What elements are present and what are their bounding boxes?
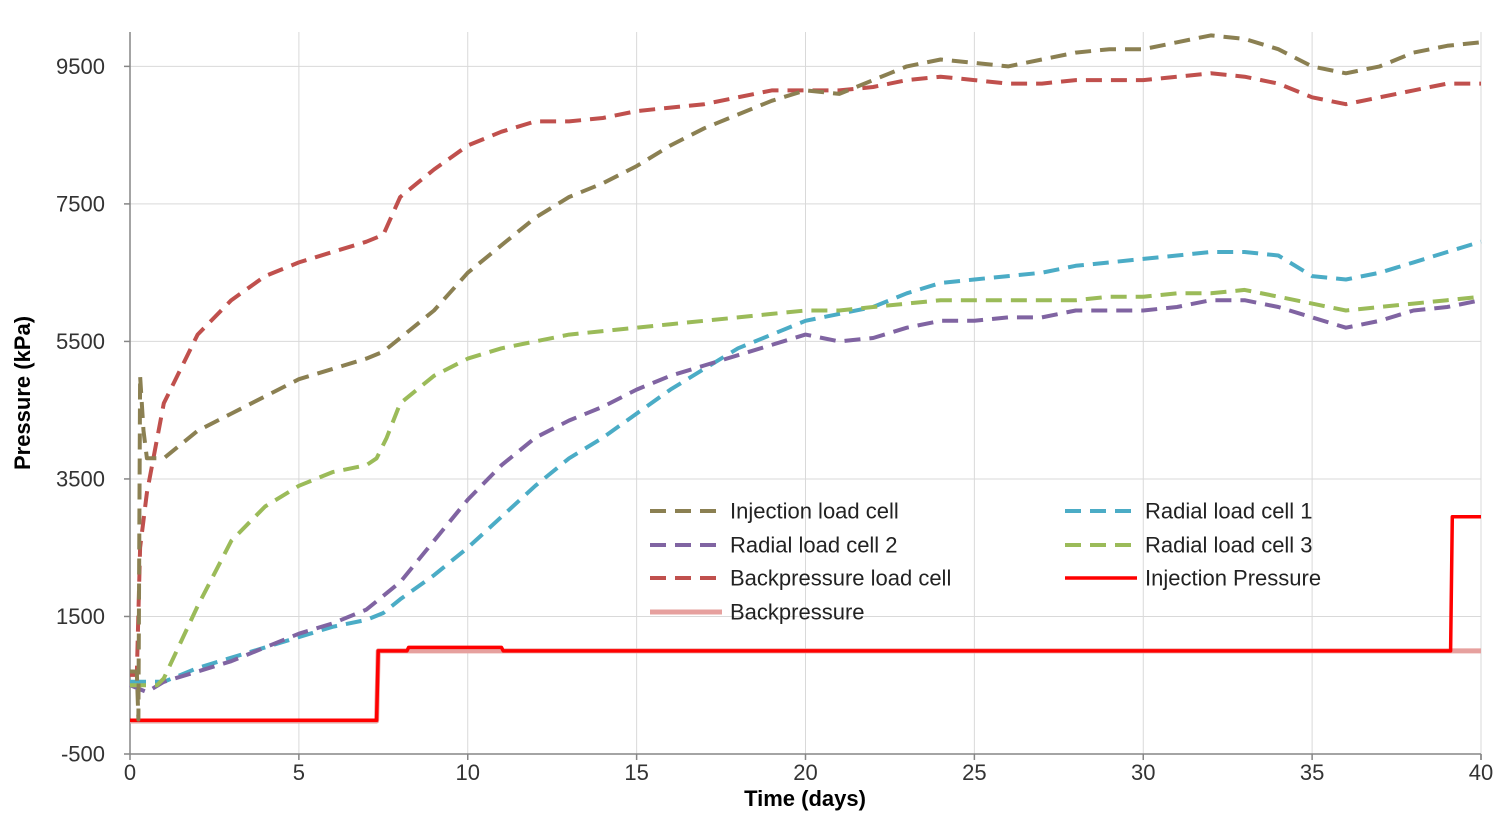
legend-label-backpressure: Backpressure (730, 600, 865, 625)
x-tick-label: 30 (1131, 760, 1155, 785)
x-tick-labels: 0 5 10 15 20 25 30 35 40 (124, 754, 1493, 785)
series-line-radial-load-cell-3 (130, 287, 1482, 688)
series-line-injection-pressure (130, 515, 1481, 723)
x-tick-label: 40 (1469, 760, 1493, 785)
x-tick-label: 5 (293, 760, 305, 785)
series-lines (129, 33, 1482, 724)
y-tick-label: -500 (61, 742, 105, 767)
series-line-injection-load-cell (130, 33, 1482, 722)
legend-label-injection-load-cell: Injection load cell (730, 499, 899, 524)
legend-label-radial-load-cell-3: Radial load cell 3 (1145, 533, 1313, 558)
x-tick-label: 15 (624, 760, 648, 785)
y-tick-label: 9500 (56, 54, 105, 79)
x-tick-label: 10 (456, 760, 480, 785)
x-tick-label: 0 (124, 760, 136, 785)
x-tick-label: 25 (962, 760, 986, 785)
x-tick-label: 35 (1300, 760, 1324, 785)
legend-label-injection-pressure: Injection Pressure (1145, 566, 1321, 591)
y-tick-label: 1500 (56, 604, 105, 629)
legend: Injection load cell Radial load cell 1 Rad… (650, 499, 1321, 625)
legend-label-radial-load-cell-2: Radial load cell 2 (730, 533, 898, 558)
legend-label-radial-load-cell-1: Radial load cell 1 (1145, 499, 1313, 524)
y-axis-title: Pressure (kPa) (10, 316, 35, 470)
y-tick-label: 7500 (56, 191, 105, 216)
y-tick-label: 3500 (56, 466, 105, 491)
x-axis-title: Time (days) (744, 786, 866, 811)
series-line-radial-load-cell-2 (129, 298, 1482, 695)
series-line-radial-load-cell-1 (130, 239, 1482, 684)
y-tick-labels: -500 1500 3500 5500 7500 9500 (56, 54, 130, 767)
gridlines (130, 32, 1482, 754)
x-tick-label: 20 (793, 760, 817, 785)
legend-label-backpressure-load-cell: Backpressure load cell (730, 566, 951, 591)
series-line-backpressure-load-cell (130, 71, 1481, 677)
y-tick-label: 5500 (56, 329, 105, 354)
